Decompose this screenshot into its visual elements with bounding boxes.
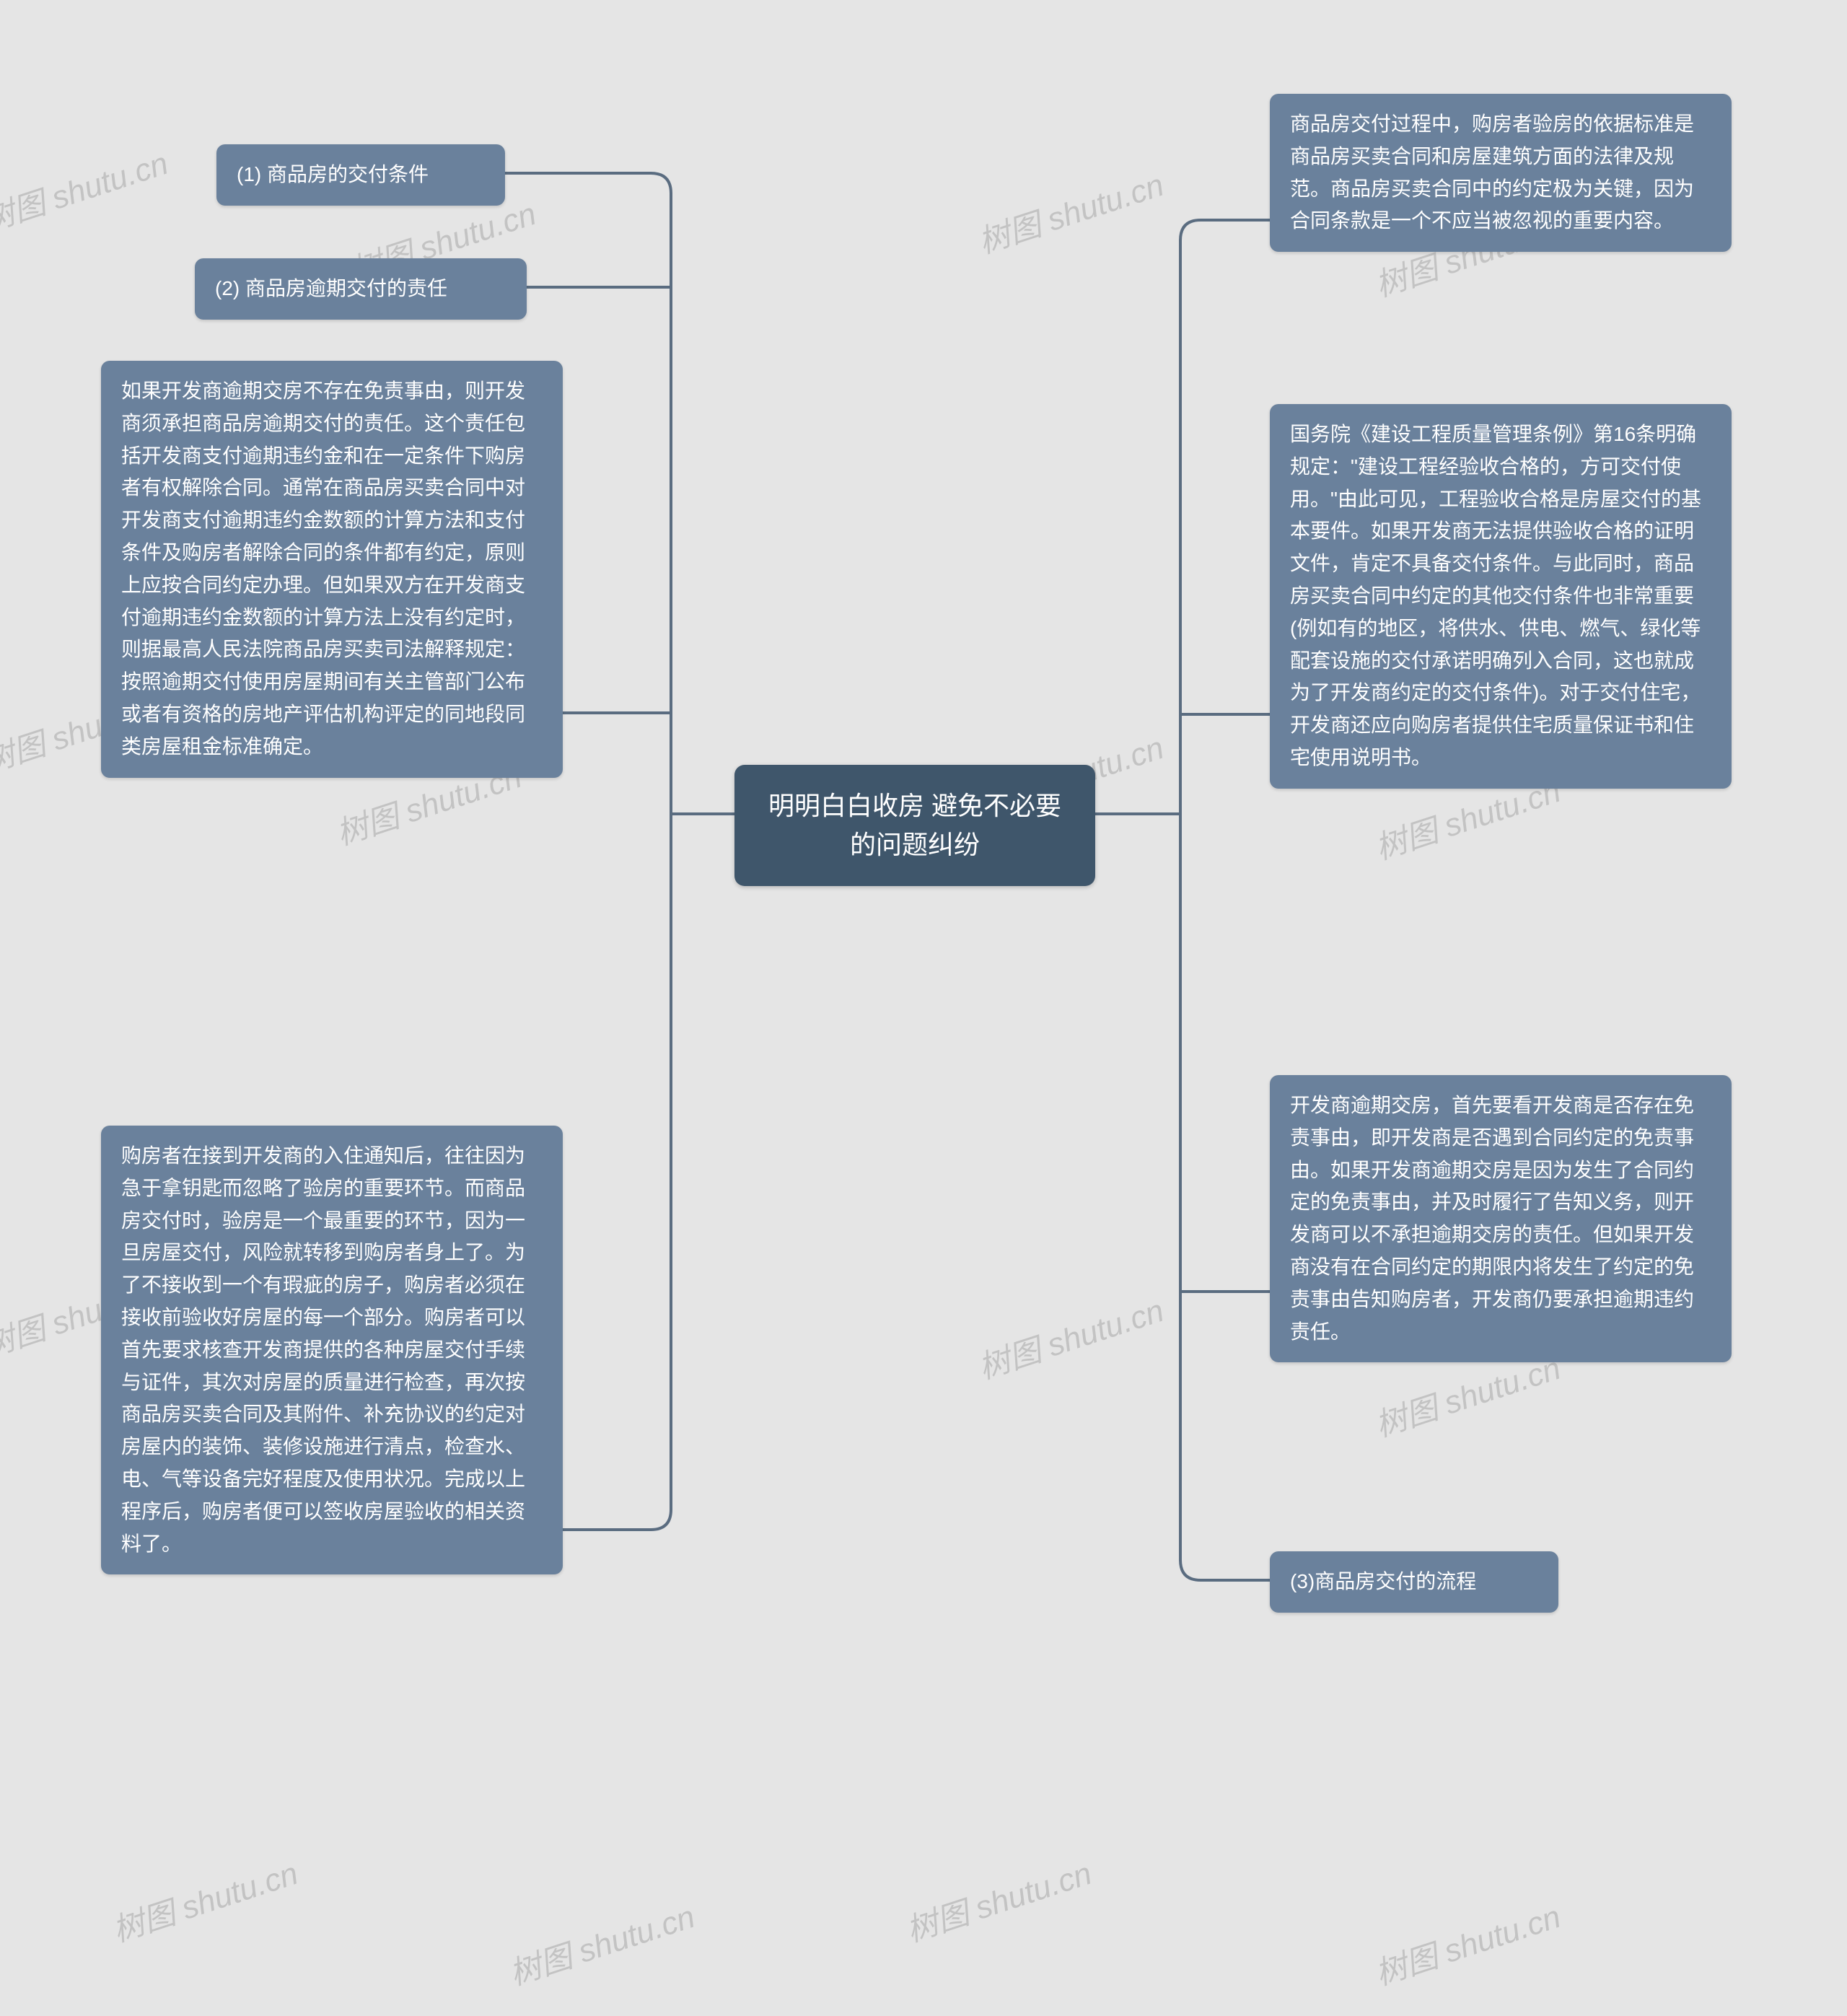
- watermark: 树图 shutu.cn: [900, 1847, 1097, 1950]
- mindmap-node-left-2: 如果开发商逾期交房不存在免责事由，则开发商须承担商品房逾期交付的责任。这个责任包…: [101, 361, 563, 778]
- center-node: 明明白白收房 避免不必要的问题纠纷: [734, 765, 1095, 886]
- mindmap-node-left-0: (1) 商品房的交付条件: [216, 144, 505, 206]
- mindmap-node-right-3: (3)商品房交付的流程: [1270, 1551, 1558, 1613]
- mindmap-node-right-1: 国务院《建设工程质量管理条例》第16条明确规定："建设工程经验收合格的，方可交付…: [1270, 404, 1732, 789]
- watermark: 树图 shutu.cn: [1369, 1890, 1566, 1994]
- mindmap-node-right-0: 商品房交付过程中，购房者验房的依据标准是商品房买卖合同和房屋建筑方面的法律及规范…: [1270, 94, 1732, 252]
- watermark: 树图 shutu.cn: [0, 137, 173, 240]
- mindmap-node-left-1: (2) 商品房逾期交付的责任: [195, 258, 527, 320]
- watermark: 树图 shutu.cn: [972, 1284, 1169, 1388]
- mindmap-node-left-3: 购房者在接到开发商的入住通知后，往往因为急于拿钥匙而忽略了验房的重要环节。而商品…: [101, 1126, 563, 1574]
- watermark: 树图 shutu.cn: [106, 1847, 303, 1950]
- watermark: 树图 shutu.cn: [972, 159, 1169, 262]
- mindmap-node-right-2: 开发商逾期交房，首先要看开发商是否存在免责事由，即开发商是否遇到合同约定的免责事…: [1270, 1075, 1732, 1362]
- watermark: 树图 shutu.cn: [503, 1890, 700, 1994]
